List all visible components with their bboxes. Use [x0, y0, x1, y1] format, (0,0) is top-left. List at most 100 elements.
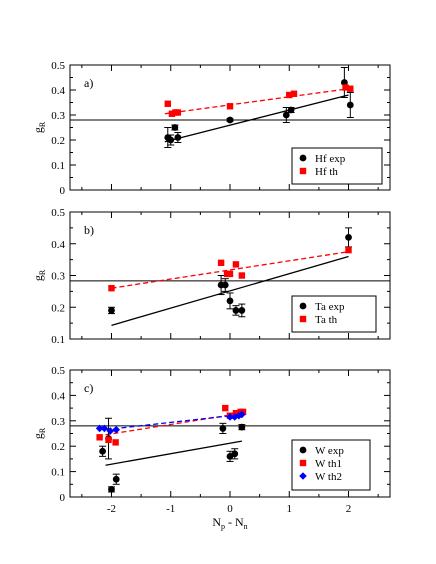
legend-label: W exp — [315, 445, 344, 457]
w-th1-point — [232, 409, 240, 417]
x-tick-label: 2 — [346, 503, 352, 515]
y-tick-label: 0.1 — [51, 334, 65, 346]
fit-line-w-th2 — [105, 413, 242, 431]
fit-line-ta-exp — [111, 255, 349, 326]
fit-line-hf-exp — [164, 94, 349, 143]
panel-label: a) — [84, 76, 93, 90]
fit-line-ta-th — [111, 251, 349, 289]
legend-box — [291, 295, 377, 333]
ta-exp-point — [238, 307, 246, 314]
ta-th-point — [108, 285, 115, 292]
x-axis-label-text: Np - Nn — [212, 515, 247, 531]
y-tick-label: 0.2 — [51, 135, 65, 147]
hf-th-point — [286, 91, 293, 99]
w-th2-point — [100, 424, 109, 433]
y-tick-label: 0.1 — [51, 467, 65, 479]
y-tick-label: 0.4 — [51, 390, 65, 402]
hf-th-point — [164, 100, 171, 107]
legend-marker — [299, 446, 307, 454]
w-th2-point — [106, 427, 115, 435]
w-exp-point — [231, 450, 239, 458]
w-exp-point — [238, 423, 246, 431]
y-axis-label: gR — [31, 427, 47, 439]
fit-line-hf-th — [164, 88, 349, 115]
ta-exp-point — [345, 234, 352, 241]
w-th1-point — [105, 436, 112, 444]
x-tick-label: 1 — [287, 503, 293, 515]
ta-exp-point — [232, 307, 240, 314]
y-tick-label: 0 — [60, 185, 66, 197]
y-axis-label: gR — [31, 121, 47, 133]
w-th2-point — [230, 413, 239, 421]
hf-exp-point — [340, 79, 348, 86]
y-axis-label: gR — [31, 269, 47, 281]
ta-exp-point — [221, 281, 229, 289]
w-th1-point — [222, 404, 229, 412]
legend-marker — [299, 302, 307, 310]
y-tick-label: 0.1 — [51, 160, 65, 172]
legend-marker — [299, 167, 307, 175]
ta-exp-point — [226, 297, 234, 305]
hf-th-point — [290, 90, 298, 97]
y-tick-label: 0.4 — [51, 239, 65, 251]
ta-th-point — [217, 259, 225, 266]
y-tick-label: 0.2 — [51, 302, 65, 314]
y-tick-label: 0.3 — [51, 110, 65, 122]
x-tick-label: -1 — [166, 503, 175, 515]
legend-marker — [299, 472, 307, 480]
ta-exp-point — [108, 307, 115, 314]
y-tick-label: 0 — [60, 492, 66, 504]
fit-line-w-exp — [105, 440, 242, 466]
hf-exp-point — [171, 124, 179, 131]
hf-th-point — [168, 110, 176, 117]
hf-exp-point — [174, 134, 182, 141]
w-exp-point — [219, 425, 227, 432]
w-exp-point — [112, 475, 120, 483]
hf-exp-point — [346, 101, 354, 109]
legend-label: Ta th — [315, 314, 338, 326]
w-exp-point — [99, 447, 106, 455]
hf-exp-point — [167, 136, 175, 144]
legend-marker — [299, 459, 307, 467]
legend-label: Hf exp — [315, 153, 346, 165]
legend-box — [291, 147, 383, 185]
hf-th-point — [342, 84, 349, 91]
w-exp-point — [108, 485, 115, 493]
hf-exp-point — [287, 106, 295, 114]
hf-th-point — [347, 85, 354, 92]
x-axis-label: Np - Nn — [212, 515, 247, 531]
w-th2-point — [112, 425, 121, 434]
y-tick-label: 0.3 — [51, 416, 65, 428]
w-th2-point — [95, 424, 104, 433]
legend-label: Ta exp — [315, 301, 345, 313]
y-tick-label: 0.5 — [51, 365, 65, 377]
legend-marker — [299, 154, 307, 162]
legend-label: W th2 — [315, 471, 342, 483]
ta-th-point — [226, 270, 234, 278]
panel-label: c) — [84, 381, 93, 395]
y-tick-label: 0.4 — [51, 85, 65, 97]
hf-exp-point — [282, 111, 290, 119]
y-tick-label: 0.3 — [51, 271, 65, 283]
w-th1-point — [96, 434, 103, 441]
x-tick-label: -2 — [107, 503, 116, 515]
ta-th-point — [238, 272, 246, 279]
w-th2-point — [226, 413, 234, 421]
legend-marker — [299, 315, 307, 323]
legend-label: Hf th — [315, 166, 338, 178]
y-tick-label: 0.5 — [51, 207, 65, 219]
hf-exp-point — [226, 116, 234, 124]
w-th2-point — [238, 410, 246, 419]
hf-th-point — [174, 109, 182, 116]
y-tick-label: 0.5 — [51, 60, 65, 72]
panel-label: b) — [84, 223, 94, 237]
x-tick-label: 0 — [227, 503, 233, 515]
y-tick-label: 0.2 — [51, 441, 65, 453]
